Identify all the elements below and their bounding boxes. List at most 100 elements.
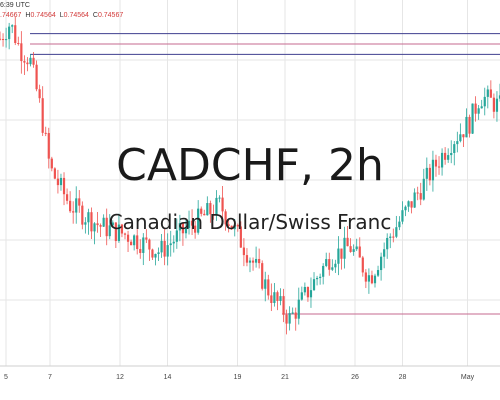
candle-body	[75, 198, 78, 213]
candle-body	[44, 132, 47, 134]
candle-body	[471, 103, 474, 134]
candle-body	[261, 263, 264, 289]
candle-body	[209, 203, 212, 215]
candle-body	[102, 217, 105, 227]
candle-body	[367, 275, 371, 282]
candle-body	[117, 224, 121, 242]
candle-body	[227, 224, 230, 226]
candle-body	[416, 192, 419, 194]
candle-body	[373, 275, 377, 284]
candle-body	[160, 240, 163, 253]
candle-body	[41, 98, 44, 133]
candle-body	[315, 277, 319, 280]
candle-body	[364, 272, 367, 282]
candle-body	[352, 249, 355, 252]
candle-body	[166, 245, 169, 257]
x-axis-ticks: 5 7 12 14 19 21 26 28 May	[4, 374, 475, 381]
candle-body	[56, 178, 60, 186]
candle-body	[428, 167, 431, 181]
candle-body	[178, 223, 181, 231]
candle-body	[456, 141, 459, 145]
candle-body	[419, 193, 422, 200]
candle-body	[270, 295, 273, 303]
candle-body	[440, 152, 444, 168]
ohlc-open: .74667	[0, 12, 22, 19]
candle-body	[379, 256, 383, 271]
candle-body	[35, 64, 38, 90]
x-tick-label: 21	[281, 374, 289, 381]
candle-body	[474, 103, 477, 114]
candle-body	[148, 239, 151, 250]
candle-body	[224, 211, 227, 225]
candle-body	[4, 39, 8, 41]
candle-body	[69, 200, 72, 212]
candle-body	[383, 249, 386, 257]
candlesticks	[0, 16, 500, 335]
candle-body	[194, 225, 197, 233]
candle-body	[434, 159, 438, 167]
candle-body	[407, 201, 410, 207]
candle-body	[267, 279, 270, 296]
candle-body	[212, 214, 215, 216]
candle-body	[340, 248, 343, 259]
candle-body	[361, 257, 364, 273]
candle-body	[483, 96, 486, 107]
candle-body	[309, 290, 313, 298]
candle-body	[230, 225, 233, 230]
x-tick-label: 5	[4, 374, 8, 381]
candle-body	[331, 267, 334, 270]
candle-body	[206, 203, 209, 216]
candle-body	[53, 168, 56, 179]
candle-body	[169, 243, 172, 246]
candle-body	[215, 197, 218, 216]
candle-body	[386, 237, 389, 250]
candle-body	[279, 296, 282, 301]
candle-body	[498, 95, 500, 99]
x-tick-label: 12	[116, 374, 124, 381]
x-tick-label: 7	[48, 374, 52, 381]
candle-body	[50, 158, 53, 169]
header-time: 6:39 UTC	[0, 2, 30, 9]
candle-body	[184, 227, 188, 234]
ohlc-low-label: L	[59, 12, 64, 19]
candle-body	[20, 43, 23, 62]
candle-body	[239, 226, 242, 248]
x-tick-label: 26	[351, 374, 359, 381]
candle-body	[172, 241, 175, 244]
candle-body	[181, 223, 185, 234]
candle-body	[328, 259, 331, 270]
candle-body	[276, 292, 279, 301]
candle-body	[111, 222, 114, 226]
candle-body	[477, 108, 480, 114]
candle-body	[32, 57, 35, 65]
ohlc-low: 0.74564	[63, 12, 89, 19]
candle-body	[431, 159, 435, 181]
candle-body	[395, 227, 398, 237]
candle-body	[437, 166, 441, 168]
candle-body	[450, 152, 453, 156]
candle-body	[62, 177, 66, 195]
candle-body	[65, 194, 69, 201]
candle-body	[203, 213, 206, 216]
candle-body	[29, 57, 32, 65]
ohlc-high: 0.74564	[30, 12, 56, 19]
candle-body	[139, 249, 142, 253]
candle-body	[258, 258, 261, 264]
candle-body	[355, 246, 358, 250]
candle-body	[120, 224, 124, 234]
candle-body	[495, 98, 499, 112]
candle-body	[392, 236, 395, 238]
candle-body	[145, 237, 148, 240]
candle-body	[233, 224, 236, 230]
candle-body	[11, 25, 14, 27]
candle-body	[126, 234, 130, 242]
candle-body	[410, 201, 413, 208]
candle-body	[462, 134, 465, 138]
candle-body	[96, 223, 99, 226]
candle-body	[105, 217, 108, 237]
candle-body	[492, 97, 496, 112]
candle-body	[108, 225, 111, 237]
x-tick-label: 28	[399, 374, 407, 381]
candle-body	[78, 198, 81, 206]
